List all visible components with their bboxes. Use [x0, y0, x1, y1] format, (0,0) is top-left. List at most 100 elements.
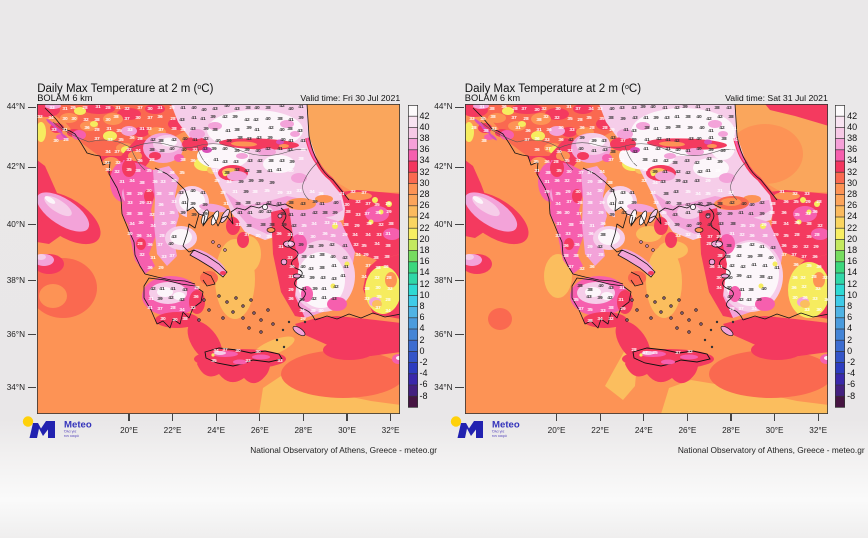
svg-text:29: 29: [620, 306, 626, 312]
svg-text:43: 43: [664, 115, 670, 121]
svg-text:43: 43: [767, 275, 773, 281]
svg-text:36: 36: [85, 125, 91, 131]
svg-text:38: 38: [736, 244, 742, 250]
svg-text:34: 34: [375, 241, 381, 247]
svg-text:38: 38: [608, 115, 614, 121]
svg-text:32: 32: [801, 284, 807, 290]
svg-text:38: 38: [181, 157, 187, 163]
svg-text:38: 38: [728, 114, 734, 120]
svg-text:42: 42: [313, 210, 319, 216]
svg-text:28: 28: [386, 297, 392, 303]
svg-text:41: 41: [643, 115, 649, 121]
svg-text:37: 37: [576, 211, 582, 217]
svg-text:43: 43: [332, 296, 338, 302]
svg-text:43: 43: [660, 179, 666, 185]
svg-text:37: 37: [366, 201, 372, 207]
svg-text:39: 39: [708, 147, 714, 153]
svg-text:39: 39: [270, 180, 276, 186]
svg-text:29: 29: [716, 234, 722, 240]
svg-text:36: 36: [812, 254, 818, 260]
svg-text:37: 37: [707, 234, 713, 240]
svg-text:29: 29: [138, 191, 144, 197]
svg-text:35: 35: [556, 168, 562, 174]
svg-text:43: 43: [682, 179, 688, 185]
svg-text:38: 38: [236, 201, 242, 207]
svg-text:41: 41: [705, 168, 711, 174]
svg-text:30: 30: [128, 231, 134, 237]
svg-text:30: 30: [136, 115, 142, 121]
svg-text:43: 43: [632, 115, 638, 121]
svg-text:33: 33: [108, 137, 114, 143]
svg-text:40: 40: [598, 283, 604, 289]
svg-text:31: 31: [289, 274, 295, 280]
svg-text:28: 28: [150, 157, 156, 163]
svg-text:35: 35: [170, 210, 176, 216]
svg-text:30: 30: [311, 234, 317, 240]
svg-text:43: 43: [257, 135, 263, 141]
svg-text:37: 37: [578, 170, 584, 176]
svg-text:36: 36: [709, 264, 715, 270]
svg-text:29: 29: [289, 287, 295, 293]
svg-text:43: 43: [309, 266, 315, 272]
svg-text:41: 41: [739, 287, 745, 293]
svg-text:43: 43: [618, 200, 624, 206]
svg-text:41: 41: [685, 210, 691, 216]
svg-text:41: 41: [708, 128, 714, 134]
svg-text:38: 38: [320, 265, 326, 271]
svg-text:30: 30: [716, 275, 722, 281]
svg-text:41: 41: [343, 243, 349, 249]
svg-text:42: 42: [245, 168, 251, 174]
svg-text:35: 35: [555, 191, 561, 197]
svg-text:39: 39: [227, 138, 233, 144]
svg-text:38: 38: [672, 160, 678, 166]
svg-text:31: 31: [619, 285, 625, 291]
svg-text:37: 37: [631, 159, 637, 165]
svg-text:39: 39: [631, 200, 637, 206]
svg-text:35: 35: [212, 358, 218, 364]
svg-text:35: 35: [661, 210, 667, 216]
svg-text:35: 35: [158, 169, 164, 175]
svg-text:40: 40: [259, 209, 265, 215]
svg-text:38: 38: [725, 254, 731, 260]
svg-text:37: 37: [620, 138, 626, 144]
svg-text:38: 38: [311, 308, 317, 314]
svg-text:38: 38: [138, 211, 144, 217]
svg-text:39: 39: [233, 114, 239, 120]
svg-text:43: 43: [180, 117, 186, 123]
svg-text:33: 33: [105, 160, 111, 166]
svg-text:41: 41: [160, 286, 166, 292]
svg-text:30: 30: [792, 295, 798, 301]
svg-text:41: 41: [289, 212, 295, 218]
svg-text:42: 42: [300, 274, 306, 280]
svg-text:29: 29: [761, 222, 767, 228]
svg-text:42: 42: [330, 242, 336, 248]
svg-text:31: 31: [566, 104, 572, 110]
svg-text:33: 33: [544, 137, 550, 143]
svg-text:37: 37: [170, 253, 176, 259]
svg-text:32: 32: [84, 117, 90, 123]
svg-text:35: 35: [215, 178, 221, 184]
svg-text:Όλα για: Όλα για: [63, 430, 76, 434]
svg-text:36: 36: [319, 191, 325, 197]
svg-text:36: 36: [138, 158, 144, 164]
svg-text:28: 28: [138, 136, 144, 142]
svg-text:37: 37: [675, 350, 681, 356]
svg-text:29: 29: [805, 199, 811, 205]
svg-text:43: 43: [280, 158, 286, 164]
svg-text:36: 36: [137, 233, 143, 239]
svg-text:39: 39: [268, 135, 274, 141]
svg-text:32: 32: [800, 275, 806, 281]
svg-text:39: 39: [665, 125, 671, 131]
svg-text:36: 36: [194, 294, 200, 300]
svg-text:41: 41: [707, 222, 713, 228]
svg-text:42: 42: [674, 105, 680, 111]
svg-text:41: 41: [748, 211, 754, 217]
svg-text:43: 43: [586, 294, 592, 300]
svg-text:37: 37: [608, 157, 614, 163]
svg-text:39: 39: [333, 210, 339, 216]
svg-text:41: 41: [248, 210, 254, 216]
svg-text:39: 39: [640, 104, 646, 110]
svg-text:38: 38: [568, 222, 574, 228]
svg-text:35: 35: [301, 147, 307, 153]
svg-text:43: 43: [298, 128, 304, 134]
